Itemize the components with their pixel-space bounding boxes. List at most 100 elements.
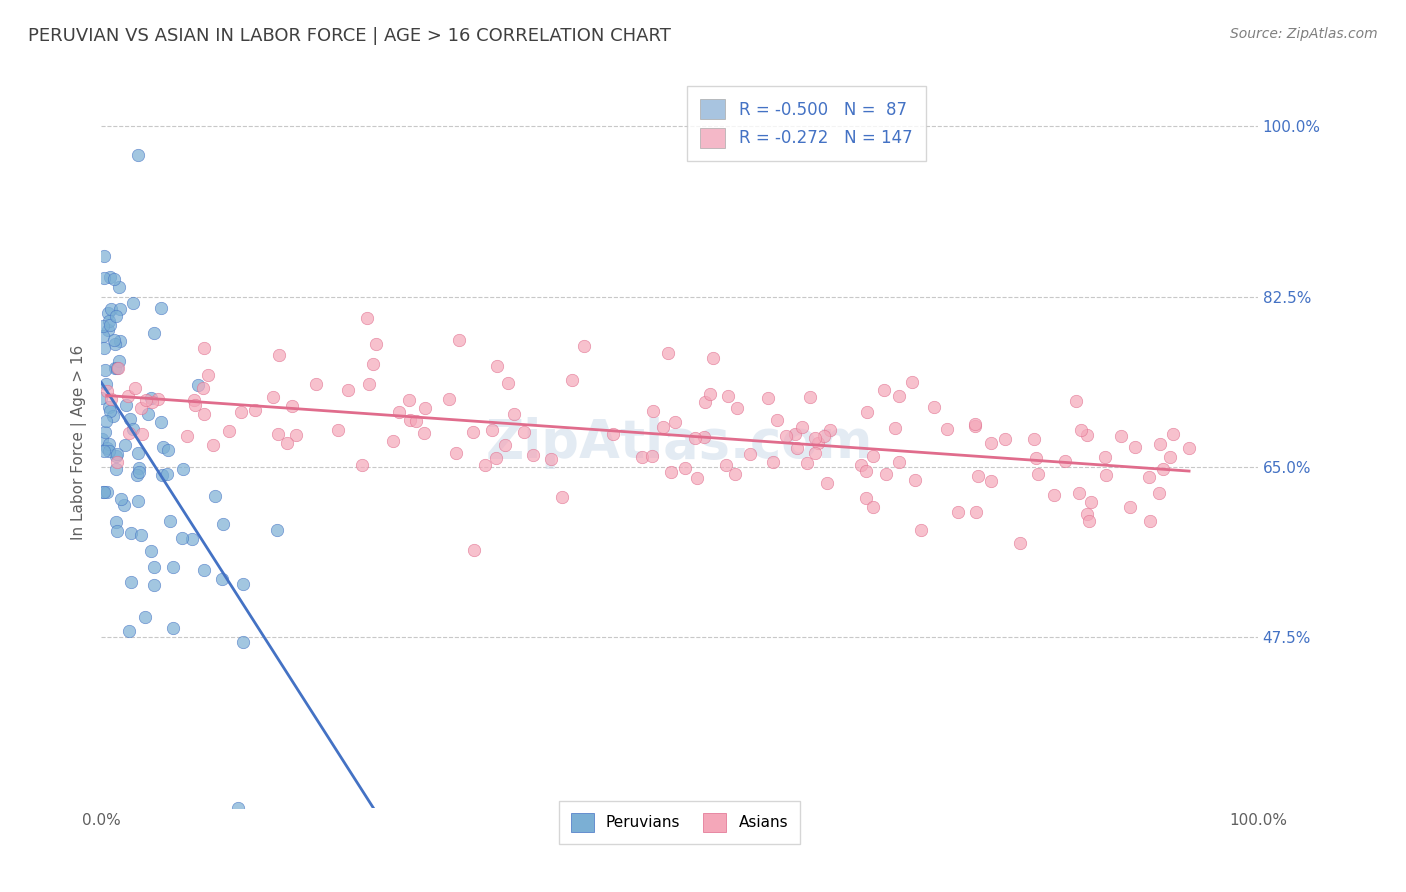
Point bbox=[806, 435, 828, 450]
Point bbox=[232, 576, 254, 591]
Point bbox=[740, 447, 762, 461]
Point bbox=[98, 444, 121, 458]
Point bbox=[1159, 450, 1181, 464]
Point bbox=[1069, 485, 1091, 500]
Point bbox=[328, 423, 350, 437]
Point bbox=[218, 424, 240, 438]
Point bbox=[96, 441, 118, 455]
Point bbox=[336, 383, 359, 397]
Point bbox=[156, 467, 179, 482]
Point bbox=[103, 333, 125, 347]
Point bbox=[105, 447, 128, 461]
Point bbox=[141, 395, 163, 409]
Point bbox=[561, 373, 583, 387]
Point bbox=[702, 351, 724, 366]
Point bbox=[162, 560, 184, 574]
Point bbox=[90, 391, 112, 405]
Point bbox=[904, 473, 927, 487]
Point bbox=[1024, 432, 1046, 446]
Point bbox=[201, 437, 224, 451]
Point bbox=[551, 490, 574, 504]
Point bbox=[105, 360, 128, 375]
Point bbox=[124, 381, 146, 395]
Point bbox=[267, 348, 290, 362]
Point bbox=[463, 543, 485, 558]
Point bbox=[157, 442, 180, 457]
Point bbox=[120, 575, 142, 590]
Point bbox=[1147, 486, 1170, 500]
Point bbox=[121, 296, 143, 310]
Point bbox=[664, 415, 686, 429]
Point bbox=[815, 475, 838, 490]
Point bbox=[366, 337, 388, 351]
Point bbox=[356, 310, 378, 325]
Point bbox=[862, 450, 884, 464]
Point bbox=[796, 457, 818, 471]
Point bbox=[193, 407, 215, 421]
Point bbox=[641, 449, 664, 463]
Point bbox=[127, 148, 149, 162]
Point bbox=[513, 425, 536, 440]
Point bbox=[813, 429, 835, 443]
Point bbox=[775, 429, 797, 443]
Point bbox=[381, 434, 404, 449]
Point bbox=[170, 531, 193, 545]
Point bbox=[143, 577, 166, 591]
Point bbox=[97, 323, 120, 337]
Point bbox=[1109, 429, 1132, 443]
Point bbox=[862, 500, 884, 515]
Point bbox=[1077, 514, 1099, 528]
Point bbox=[673, 461, 696, 475]
Point bbox=[117, 389, 139, 403]
Point bbox=[103, 409, 125, 423]
Point bbox=[659, 465, 682, 479]
Point bbox=[786, 441, 808, 455]
Point bbox=[980, 474, 1002, 488]
Point bbox=[350, 458, 373, 472]
Point bbox=[231, 634, 253, 648]
Point bbox=[103, 272, 125, 286]
Point bbox=[127, 494, 149, 508]
Point bbox=[143, 560, 166, 574]
Point bbox=[502, 408, 524, 422]
Point bbox=[474, 458, 496, 472]
Point bbox=[93, 484, 115, 499]
Point bbox=[444, 445, 467, 459]
Point bbox=[108, 334, 131, 349]
Point bbox=[94, 414, 117, 428]
Text: ZipAtlas.com: ZipAtlas.com bbox=[486, 417, 873, 468]
Point bbox=[159, 514, 181, 528]
Point bbox=[946, 505, 969, 519]
Point bbox=[93, 443, 115, 458]
Point bbox=[105, 516, 128, 530]
Point bbox=[818, 423, 841, 437]
Point bbox=[439, 392, 461, 406]
Point bbox=[485, 359, 508, 373]
Point bbox=[494, 438, 516, 452]
Point bbox=[1025, 450, 1047, 465]
Point bbox=[134, 610, 156, 624]
Point bbox=[461, 425, 484, 439]
Point bbox=[875, 467, 897, 482]
Point bbox=[118, 624, 141, 638]
Point bbox=[120, 525, 142, 540]
Point bbox=[98, 314, 121, 328]
Point bbox=[1028, 467, 1050, 481]
Point bbox=[91, 328, 114, 343]
Point bbox=[1094, 450, 1116, 464]
Point bbox=[1119, 500, 1142, 515]
Point bbox=[162, 621, 184, 635]
Point bbox=[143, 326, 166, 340]
Point bbox=[1137, 470, 1160, 484]
Point bbox=[129, 528, 152, 542]
Point bbox=[114, 437, 136, 451]
Point bbox=[193, 381, 215, 395]
Point bbox=[91, 485, 114, 500]
Point bbox=[105, 309, 128, 323]
Point bbox=[856, 405, 879, 419]
Point bbox=[93, 271, 115, 285]
Point bbox=[716, 389, 738, 403]
Point bbox=[485, 450, 508, 465]
Point bbox=[181, 532, 204, 546]
Point bbox=[112, 498, 135, 512]
